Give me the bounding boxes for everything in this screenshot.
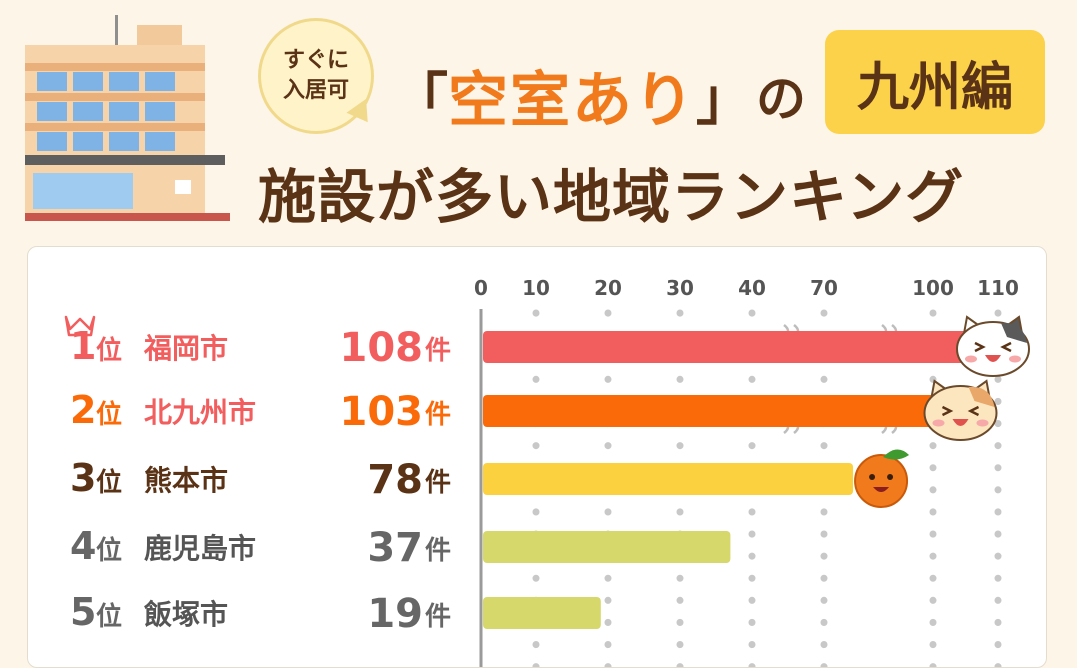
title-line1: 「 空室あり 」 の	[392, 50, 806, 140]
value-label: 37	[367, 525, 423, 571]
rank-number: 4	[70, 524, 96, 568]
city-name: 福岡市	[143, 332, 228, 365]
city-name: 鹿児島市	[144, 532, 256, 565]
rank-suffix: 位	[96, 601, 122, 632]
speech-bubble: すぐに 入居可	[258, 18, 374, 134]
chart-card: 0 10 20 30 40 70 100 110 1 位福岡市 108 件 2 位北九州市 103 件 3 位熊本…	[27, 246, 1047, 668]
title-line2: 施設が多い地域ランキング	[258, 163, 965, 231]
calico-cat-icon	[956, 315, 1030, 377]
header: すぐに 入居可 「 空室あり 」 の 九州編 施設が多い地域ランキング	[0, 0, 1077, 240]
rank-number: 2	[70, 388, 96, 432]
bar	[483, 331, 985, 363]
rank-suffix: 位	[96, 399, 122, 430]
city-name: 飯塚市	[144, 598, 228, 631]
rank-number: 5	[70, 590, 96, 634]
region-badge: 九州編	[825, 30, 1045, 134]
x-tick-label: 0	[474, 276, 488, 300]
title-close-bracket: 」	[696, 67, 752, 133]
x-tick-label: 20	[594, 276, 622, 300]
bar	[483, 597, 601, 629]
city-name: 北九州市	[144, 396, 256, 429]
rank-suffix: 位	[96, 335, 122, 366]
x-tick-label: 100	[912, 276, 954, 300]
bar	[483, 531, 731, 563]
city-name: 熊本市	[144, 464, 228, 497]
bubble-line2: 入居可	[282, 78, 349, 103]
crown-icon	[64, 315, 96, 337]
value-label: 103	[340, 389, 424, 435]
x-tick-label: 110	[977, 276, 1019, 300]
rank-suffix: 位	[96, 467, 122, 498]
value-label: 19	[367, 591, 423, 637]
value-unit: 件	[425, 336, 451, 366]
value-unit: 件	[425, 602, 451, 632]
bar	[483, 395, 953, 427]
x-tick-label: 70	[810, 276, 838, 300]
title-open-bracket: 「	[392, 67, 448, 133]
title-particle: の	[756, 70, 806, 128]
value-label: 78	[367, 457, 423, 503]
value-unit: 件	[425, 468, 451, 498]
mandarin-orange-icon	[854, 449, 910, 508]
rank-number: 3	[70, 456, 96, 500]
x-tick-label: 30	[666, 276, 694, 300]
building-icon	[25, 15, 230, 221]
value-unit: 件	[425, 536, 451, 566]
rank-suffix: 位	[96, 535, 122, 566]
tabby-cat-icon	[923, 379, 998, 441]
rank-number: 1	[70, 324, 96, 368]
value-unit: 件	[425, 400, 451, 430]
ranking-chart: 0 10 20 30 40 70 100 1101 位福岡市 108 件2 位北九州市 103 件3 位熊本…	[64, 276, 1030, 667]
value-label: 108	[340, 325, 424, 371]
bar	[483, 463, 854, 495]
bubble-line1: すぐに	[282, 48, 349, 73]
title-highlight: 空室あり	[448, 65, 696, 136]
x-tick-label: 40	[738, 276, 766, 300]
x-tick-label: 10	[522, 276, 550, 300]
